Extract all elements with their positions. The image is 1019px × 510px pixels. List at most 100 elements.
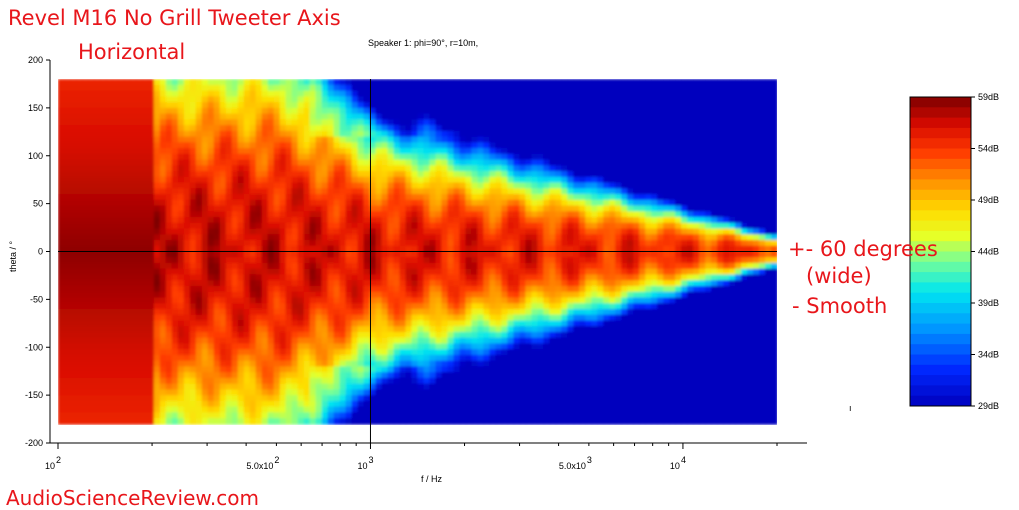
heatmap-cell: [495, 245, 503, 253]
heatmap-cell: [339, 274, 347, 282]
heatmap-cell: [465, 130, 473, 138]
heatmap-cell: [447, 280, 455, 287]
heatmap-cell: [153, 280, 161, 287]
heatmap-cell: [225, 130, 233, 138]
heatmap-cell: [315, 245, 323, 253]
heatmap-cell: [363, 314, 371, 322]
heatmap-cell: [87, 418, 95, 425]
heatmap-cell: [267, 257, 275, 264]
heatmap-cell: [261, 90, 269, 98]
heatmap-cell: [309, 395, 317, 402]
heatmap-cell: [543, 262, 551, 270]
heatmap-cell: [381, 418, 389, 425]
heatmap-cell: [375, 337, 383, 345]
heatmap-cell: [153, 234, 161, 241]
heatmap-cell: [417, 107, 425, 115]
heatmap-cell: [135, 343, 143, 350]
heatmap-cell: [435, 308, 443, 316]
heatmap-cell: [249, 182, 257, 190]
heatmap-cell: [417, 113, 425, 121]
heatmap-cell: [297, 96, 305, 103]
heatmap-cell: [81, 205, 89, 213]
heatmap-cell: [303, 418, 311, 425]
heatmap-cell: [225, 354, 233, 362]
heatmap-cell: [249, 280, 257, 287]
heatmap-cell: [471, 360, 479, 368]
heatmap-cell: [135, 360, 143, 368]
heatmap-cell: [165, 314, 173, 322]
heatmap-cell: [333, 130, 341, 138]
heatmap-cell: [123, 268, 131, 276]
heatmap-cell: [207, 251, 215, 259]
heatmap-cell: [75, 165, 83, 172]
heatmap-cell: [483, 222, 491, 230]
heatmap-cell: [69, 389, 77, 396]
heatmap-cell: [447, 84, 455, 92]
heatmap-cell: [495, 90, 503, 98]
heatmap-cell: [111, 360, 119, 368]
heatmap-cell: [489, 377, 497, 385]
heatmap-cell: [483, 406, 491, 414]
heatmap-cell: [357, 412, 365, 419]
heatmap-cell: [537, 125, 545, 132]
heatmap-cell: [129, 377, 137, 385]
heatmap-cell: [225, 199, 233, 207]
heatmap-cell: [267, 383, 275, 391]
heatmap-cell: [291, 176, 299, 184]
heatmap-cell: [303, 165, 311, 172]
heatmap-cell: [321, 360, 329, 368]
heatmap-cell: [189, 280, 197, 287]
heatmap-cell: [177, 199, 185, 207]
heatmap-cell: [195, 291, 203, 299]
heatmap-cell: [219, 280, 227, 287]
heatmap-cell: [459, 251, 467, 259]
heatmap-cell: [99, 337, 107, 345]
heatmap-cell: [429, 291, 437, 299]
heatmap-cell: [351, 262, 359, 270]
heatmap-cell: [297, 268, 305, 276]
heatmap-cell: [531, 274, 539, 282]
heatmap-cell: [429, 383, 437, 391]
heatmap-cell: [363, 337, 371, 345]
heatmap-cell: [237, 107, 245, 115]
heatmap-cell: [147, 285, 155, 293]
heatmap-cell: [213, 159, 221, 167]
heatmap-cell: [219, 125, 227, 132]
heatmap-cell: [363, 165, 371, 172]
heatmap-cell: [189, 406, 197, 414]
heatmap-cell: [195, 188, 203, 195]
heatmap-cell: [297, 171, 305, 178]
heatmap-cell: [123, 262, 131, 270]
heatmap-cell: [261, 257, 269, 264]
heatmap-cell: [387, 113, 395, 121]
heatmap-cell: [369, 395, 377, 402]
heatmap-cell: [267, 171, 275, 178]
heatmap-cell: [339, 251, 347, 259]
heatmap-cell: [147, 79, 155, 86]
heatmap-cell: [63, 389, 71, 396]
heatmap-cell: [495, 360, 503, 368]
heatmap-cell: [58, 372, 65, 379]
heatmap-cell: [429, 222, 437, 230]
heatmap-cell: [543, 90, 551, 98]
heatmap-cell: [543, 171, 551, 178]
heatmap-cell: [459, 389, 467, 396]
heatmap-cell: [447, 159, 455, 167]
heatmap-cell: [543, 136, 551, 144]
heatmap-cell: [495, 182, 503, 190]
heatmap-cell: [129, 354, 137, 362]
heatmap-cell: [207, 291, 215, 299]
heatmap-cell: [483, 228, 491, 236]
heatmap-cell: [225, 79, 233, 86]
heatmap-cell: [435, 337, 443, 345]
heatmap-cell: [105, 199, 113, 207]
heatmap-cell: [243, 90, 251, 98]
heatmap-cell: [93, 274, 101, 282]
heatmap-cell: [489, 337, 497, 345]
heatmap-cell: [405, 159, 413, 167]
heatmap-cell: [297, 349, 305, 356]
heatmap-cell: [549, 285, 557, 293]
heatmap-cell: [291, 182, 299, 190]
heatmap-cell: [423, 308, 431, 316]
heatmap-cell: [63, 354, 71, 362]
